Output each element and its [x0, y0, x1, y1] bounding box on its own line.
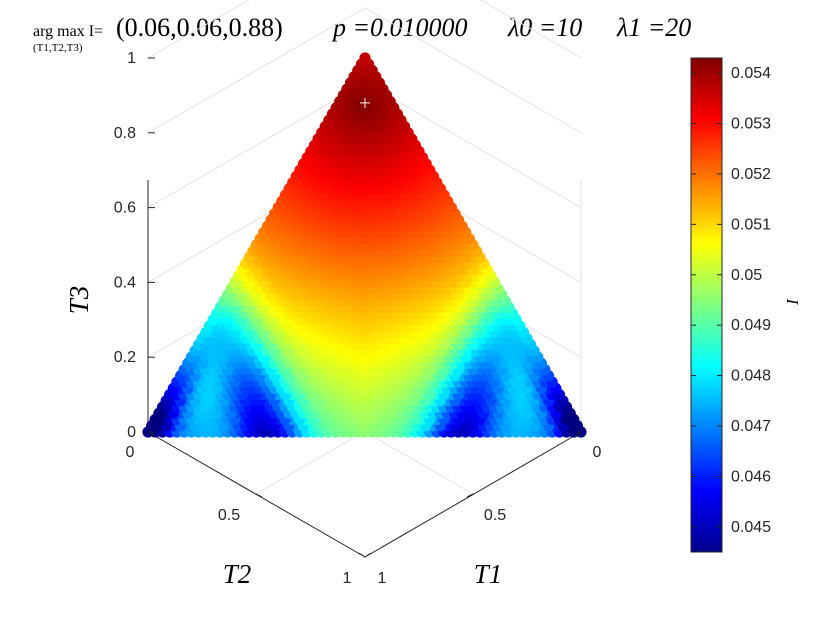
t2-axis-label-text: T2: [223, 559, 252, 589]
z-tick-label: 0.4: [114, 274, 136, 291]
title-argmax-label: arg max I=: [33, 23, 103, 40]
t1-ticks: 0 0.5 1: [364, 431, 602, 587]
t2-tick-mark-1: [358, 552, 366, 558]
colorbar-ticks: 0.045 0.046 0.047 0.048 0.049 0.05 0.051 0.052 0…: [691, 65, 771, 536]
z-ticks: 0 0.2 0.4 0.6 0.8 1: [114, 50, 155, 441]
chart-title: arg max I= (T1,T2,T3) (0.06,0.06,0.88) p…: [33, 13, 691, 54]
t2-tick-1: 1: [343, 570, 352, 587]
colorbar-tick-label: 0.051: [731, 216, 771, 233]
scatter-point: [359, 52, 371, 64]
t1-tick-mark-05: [466, 493, 474, 498]
colorbar-tick-label: 0.05: [731, 267, 762, 284]
grid-line: [364, 82, 582, 209]
max-marker: [359, 97, 370, 108]
grid-line: [147, 0, 250, 59]
colorbar-tick-label: 0.049: [731, 317, 771, 334]
scatter-points: [142, 52, 587, 438]
grid-line: [147, 7, 366, 134]
t1-axis-label-text: T1: [474, 559, 503, 589]
grid-line: [479, 0, 582, 59]
colorbar-tick-label: 0.048: [731, 368, 771, 385]
grid-line: [147, 82, 366, 209]
t2-tick-mark-05: [255, 493, 263, 498]
colorbar: [690, 57, 723, 553]
t2-tick-mark-0: [147, 431, 155, 437]
title-argmax-value: (0.06,0.06,0.88): [116, 13, 283, 42]
colorbar-tick-label: 0.045: [731, 519, 771, 536]
t2-axis-label: T2: [223, 559, 252, 589]
t1-tick-mark-0: [574, 431, 582, 437]
colorbar-tick-label: 0.046: [731, 468, 771, 485]
t1-tick-05: 0.5: [484, 507, 506, 524]
t1-tick-0: 0: [593, 444, 602, 461]
t1-tick-mark-1: [364, 552, 372, 558]
colorbar-tick-label: 0.054: [731, 65, 771, 82]
title-argmax-subscript: (T1,T2,T3): [33, 42, 83, 54]
t1-tick-1: 1: [378, 570, 387, 587]
t2-ticks: 0 0.5 1: [126, 431, 366, 587]
colorbar-label: I: [783, 298, 802, 306]
colorbar-tick-label: 0.052: [731, 166, 771, 183]
colorbar-tick-label: 0.053: [731, 116, 771, 133]
grid-line: [364, 7, 582, 134]
z-tick-label: 0.2: [114, 349, 136, 366]
t1-axis-label: T1: [474, 559, 503, 589]
colorbar-tick-label: 0.047: [731, 418, 771, 435]
t2-tick-0: 0: [126, 444, 135, 461]
title-lambda0: λ0 =10: [507, 13, 582, 42]
z-tick-label: 0.8: [114, 125, 136, 142]
t3-axis-label: T3: [64, 286, 94, 315]
z-tick-label: 1: [127, 50, 136, 67]
z-tick-label: 0.6: [114, 200, 136, 217]
t2-tick-05: 0.5: [218, 507, 240, 524]
z-tick-label: 0: [127, 424, 136, 441]
title-lambda1: λ1 =20: [616, 13, 691, 42]
